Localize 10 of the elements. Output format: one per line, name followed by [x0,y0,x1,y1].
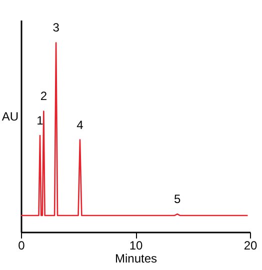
annotation: 3 [52,20,60,35]
annotation: 1 [36,113,44,128]
x-tick-label: 0 [18,238,26,252]
annotation: 5 [174,192,181,206]
x-axis-title: Minutes [114,252,158,266]
y-axis-title: AU [2,110,18,124]
annotation: 2 [40,89,48,104]
x-tick-label: 10 [129,238,143,252]
annotation: 4 [76,118,84,132]
x-tick-label: 20 [244,238,258,252]
